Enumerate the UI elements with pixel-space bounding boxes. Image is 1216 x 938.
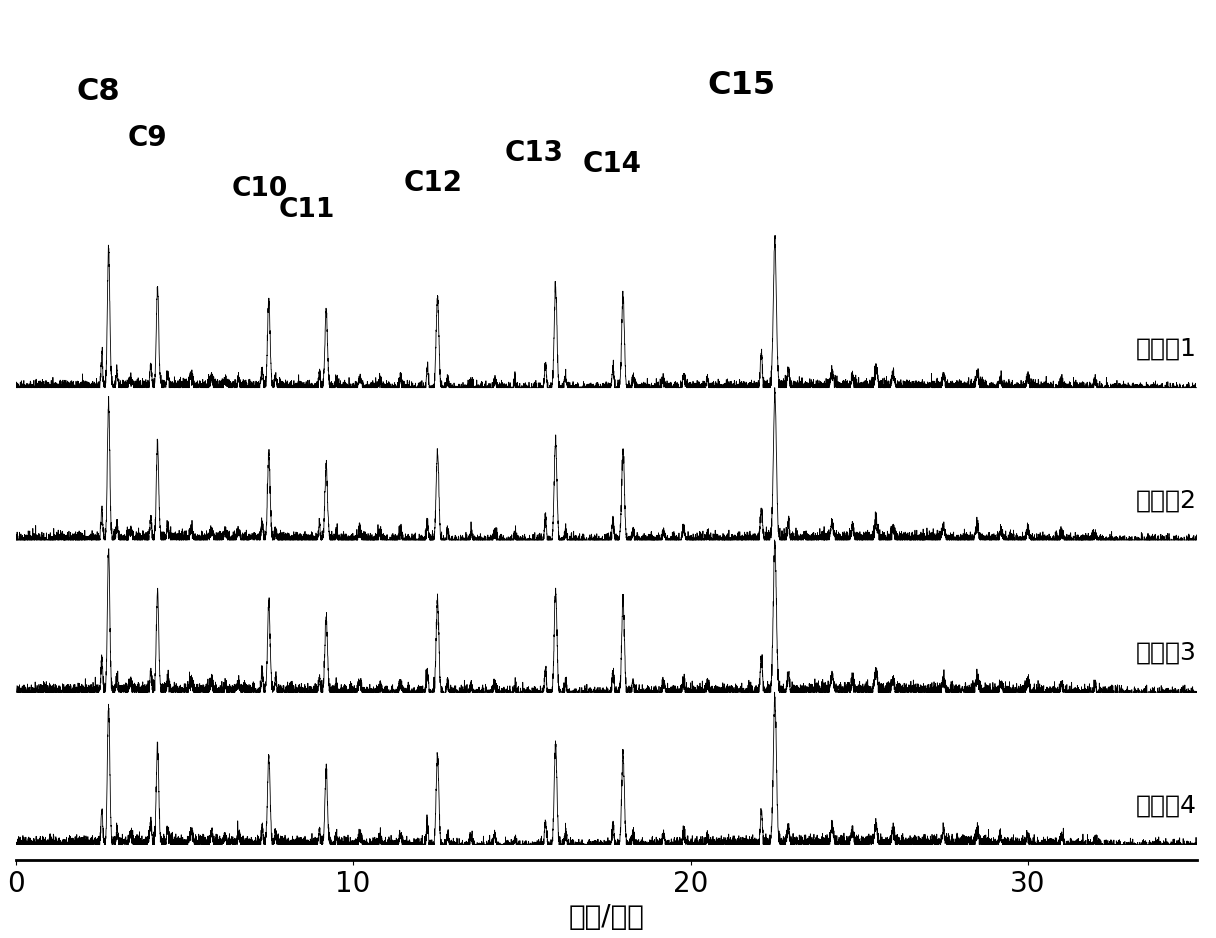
- Text: 实施例4: 实施例4: [1136, 794, 1197, 817]
- Text: C10: C10: [232, 176, 288, 202]
- Text: 实施例1: 实施例1: [1136, 336, 1197, 360]
- Text: C15: C15: [708, 70, 776, 101]
- Text: C9: C9: [128, 124, 167, 152]
- Text: 实施例2: 实施例2: [1136, 489, 1197, 512]
- Text: C13: C13: [505, 139, 564, 167]
- Text: C11: C11: [278, 197, 336, 223]
- Text: C12: C12: [404, 170, 463, 197]
- X-axis label: 时间/分钟: 时间/分钟: [568, 903, 644, 931]
- Text: 实施例3: 实施例3: [1136, 641, 1197, 665]
- Text: C14: C14: [582, 149, 642, 177]
- Text: C8: C8: [77, 77, 120, 106]
